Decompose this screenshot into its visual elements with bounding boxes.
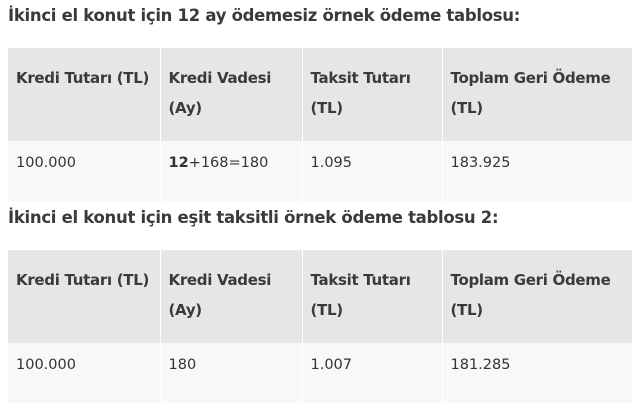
table-header-row: Kredi Tutarı (TL) Kredi Vadesi (Ay) Taks… xyxy=(8,48,633,141)
table-row: 100.000 12+168=180 1.095 183.925 xyxy=(8,141,633,201)
header-total-repayment: Toplam Geri Ödeme (TL) xyxy=(442,250,633,343)
cell-total-repayment: 183.925 xyxy=(442,141,633,201)
cell-loan-term: 12+168=180 xyxy=(160,141,303,201)
cell-total-repayment: 181.285 xyxy=(442,343,633,403)
table-header-row: Kredi Tutarı (TL) Kredi Vadesi (Ay) Taks… xyxy=(8,250,633,343)
table-row: 100.000 180 1.007 181.285 xyxy=(8,343,633,403)
cell-installment: 1.095 xyxy=(302,141,443,201)
header-installment: Taksit Tutarı (TL) xyxy=(302,250,443,343)
cell-loan-amount: 100.000 xyxy=(8,343,161,403)
header-loan-term: Kredi Vadesi (Ay) xyxy=(160,250,303,343)
header-total-repayment: Toplam Geri Ödeme (TL) xyxy=(442,48,633,141)
payment-table-2: Kredi Tutarı (TL) Kredi Vadesi (Ay) Taks… xyxy=(8,250,633,403)
table-1-heading: İkinci el konut için 12 ay ödemesiz örne… xyxy=(8,6,521,25)
payment-table-1: Kredi Tutarı (TL) Kredi Vadesi (Ay) Taks… xyxy=(8,48,633,201)
cell-installment: 1.007 xyxy=(302,343,443,403)
header-loan-amount: Kredi Tutarı (TL) xyxy=(8,48,161,141)
header-installment: Taksit Tutarı (TL) xyxy=(302,48,443,141)
cell-loan-term: 180 xyxy=(160,343,303,403)
grace-period: 12 xyxy=(168,155,189,171)
cell-loan-amount: 100.000 xyxy=(8,141,161,201)
header-loan-amount: Kredi Tutarı (TL) xyxy=(8,250,161,343)
header-loan-term: Kredi Vadesi (Ay) xyxy=(160,48,303,141)
table-2-heading: İkinci el konut için eşit taksitli örnek… xyxy=(8,208,499,227)
term-rest: +168=180 xyxy=(188,155,269,171)
